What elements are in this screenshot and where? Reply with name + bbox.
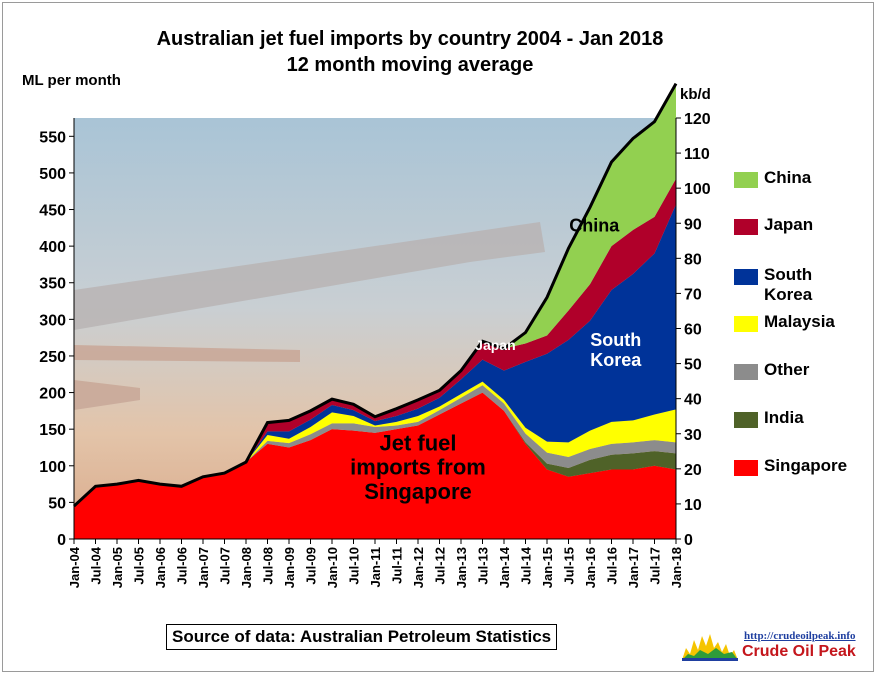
y-tick-label-left: 200 [39, 386, 66, 403]
x-tick-label: Jan-17 [626, 547, 641, 588]
x-tick-label: Jul-08 [261, 547, 276, 585]
y-tick-label-left: 450 [39, 203, 66, 220]
x-tick-label: Jan-05 [110, 547, 125, 588]
x-tick-label: Jan-13 [454, 547, 469, 588]
legend-swatch [734, 460, 758, 476]
legend-swatch [734, 269, 758, 285]
y-tick-label-left: 400 [39, 239, 66, 256]
x-tick-label: Jan-12 [411, 547, 426, 588]
y-tick-label-left: 500 [39, 166, 66, 183]
y-tick-label-right: 90 [684, 216, 702, 233]
x-tick-label: Jul-14 [519, 546, 534, 584]
area-series-japan [74, 178, 676, 507]
y-tick-label-right: 60 [684, 322, 702, 339]
x-tick-label: Jul-17 [648, 547, 663, 585]
legend-swatch [734, 219, 758, 235]
y-tick-label-right: 100 [684, 181, 711, 198]
chart-title: Australian jet fuel imports by country 2… [156, 28, 664, 50]
x-tick-label: Jan-09 [282, 547, 297, 588]
legend-label: South Korea [764, 265, 813, 304]
x-tick-label: Jan-15 [540, 547, 555, 588]
legend-swatch [734, 172, 758, 188]
legend-label: Other [764, 360, 810, 379]
area-series-malaysia [74, 381, 676, 507]
x-tick-label: Jan-06 [153, 547, 168, 588]
area-series-south-korea [74, 204, 676, 507]
x-tick-label: Jul-06 [175, 547, 190, 585]
y-tick-label-left: 250 [39, 349, 66, 366]
x-tick-label: Jan-14 [497, 546, 512, 588]
annotation-1: Japan [475, 337, 515, 353]
y-tick-label-left: 150 [39, 422, 66, 439]
y-tick-label-left: 300 [39, 312, 66, 329]
y-tick-label-right: 120 [684, 111, 711, 128]
y-tick-label-left: 50 [48, 495, 66, 512]
y-tick-label-left: 350 [39, 276, 66, 293]
y-tick-label-left: 550 [39, 129, 66, 146]
legend-swatch [734, 316, 758, 332]
x-tick-label: Jan-11 [368, 547, 383, 587]
x-tick-label: Jul-07 [218, 547, 233, 585]
x-tick-label: Jul-16 [605, 547, 620, 585]
y-tick-label-right: 40 [684, 392, 702, 409]
x-tick-label: Jul-05 [132, 547, 147, 585]
y-tick-label-right: 30 [684, 427, 702, 444]
legend-label: Japan [764, 215, 814, 234]
legend-label: China [764, 168, 812, 187]
x-tick-label: Jul-12 [433, 547, 448, 585]
y-tick-label-right: 50 [684, 357, 702, 374]
legend-swatch [734, 364, 758, 380]
legend-swatch [734, 412, 758, 428]
x-tick-label: Jan-07 [196, 547, 211, 588]
y-tick-label-right: 0 [684, 532, 693, 549]
y-tick-label-right: 110 [684, 146, 710, 163]
logo-url: http://crudeoilpeak.info [744, 630, 856, 642]
engine-shape-lower [74, 380, 140, 410]
total-line [72, 82, 678, 508]
x-tick-label: Jan-08 [239, 547, 254, 588]
x-tick-label: Jan-16 [583, 547, 598, 588]
legend-label: Malaysia [764, 312, 835, 331]
logo-name: Crude Oil Peak [742, 643, 856, 660]
annotation-0: China [569, 215, 620, 235]
legend-label: Singapore [764, 456, 848, 475]
x-tick-label: Jan-04 [67, 546, 82, 588]
annotation-2: South Korea [590, 330, 642, 370]
y-tick-label-right: 10 [684, 497, 702, 514]
y-axis-label-right: kb/d [680, 86, 711, 103]
y-axis-label-left: ML per month [22, 72, 121, 89]
y-tick-label-left: 0 [57, 532, 66, 549]
x-tick-label: Jul-10 [347, 547, 362, 585]
x-tick-label: Jul-13 [476, 547, 491, 585]
crude-oil-peak-logo [682, 634, 738, 661]
x-tick-label: Jul-04 [89, 546, 104, 584]
engine-shape [74, 345, 300, 362]
y-tick-label-right: 70 [684, 286, 702, 303]
x-tick-label: Jul-09 [304, 547, 319, 585]
area-series-china [74, 83, 676, 507]
area-series-singapore [74, 392, 676, 539]
chart-subtitle: 12 month moving average [286, 54, 534, 76]
legend-label: India [764, 408, 804, 427]
x-tick-label: Jul-11 [390, 547, 405, 584]
annotation-3: Jet fuel imports from Singapore [350, 430, 486, 503]
y-tick-label-left: 100 [39, 459, 66, 476]
wing-shape [74, 222, 545, 330]
source-note: Source of data: Australian Petroleum Sta… [166, 624, 558, 650]
y-tick-label-right: 20 [684, 462, 702, 479]
x-tick-label: Jul-15 [562, 547, 577, 585]
x-tick-label: Jan-10 [325, 547, 340, 588]
y-tick-label-right: 80 [684, 251, 702, 268]
x-tick-label: Jan-18 [669, 547, 684, 588]
